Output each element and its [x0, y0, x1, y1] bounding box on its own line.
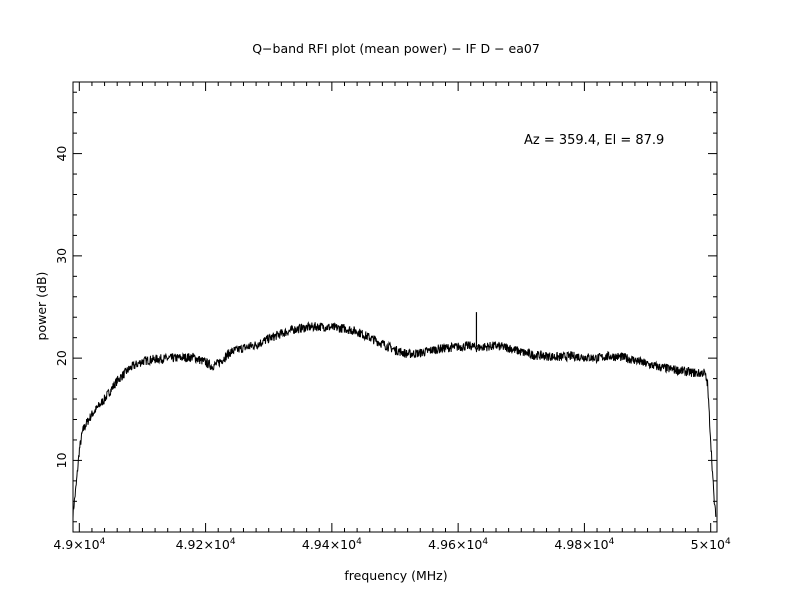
- annotation-az-el: Az = 359.4, El = 87.9: [524, 133, 664, 148]
- series-group: [72, 312, 717, 519]
- x-tick-exponent: 4: [482, 537, 488, 547]
- x-tick-label: 5×104: [691, 537, 731, 552]
- x-tick-label: 4.98×104: [554, 537, 614, 552]
- x-tick-exponent: 4: [100, 537, 106, 547]
- y-axis-label: power (dB): [34, 272, 49, 341]
- x-tick-label: 4.94×104: [302, 537, 362, 552]
- x-tick-exponent: 4: [356, 537, 362, 547]
- y-tick-label: 40: [54, 146, 69, 162]
- x-tick-label: 4.9×104: [53, 537, 105, 552]
- x-tick-label: 4.96×104: [428, 537, 488, 552]
- x-tick-exponent: 4: [609, 537, 615, 547]
- chart-title: Q−band RFI plot (mean power) − IF D − ea…: [252, 41, 540, 56]
- x-tick-exponent: 4: [725, 537, 731, 547]
- y-tick-label: 10: [54, 452, 69, 468]
- power-spectrum-line: [72, 321, 717, 519]
- x-tick-label: 4.92×104: [176, 537, 236, 552]
- axis-ticks: [73, 82, 717, 532]
- y-tick-label: 30: [54, 248, 69, 264]
- plot-frame: [72, 81, 718, 533]
- x-axis-label: frequency (MHz): [344, 568, 447, 583]
- tick-labels: 4.9×104 4.92×104 4.94×104 4.96×104 4.98×104 5…: [53, 146, 731, 552]
- y-tick-label: 20: [54, 350, 69, 366]
- x-tick-exponent: 4: [230, 537, 236, 547]
